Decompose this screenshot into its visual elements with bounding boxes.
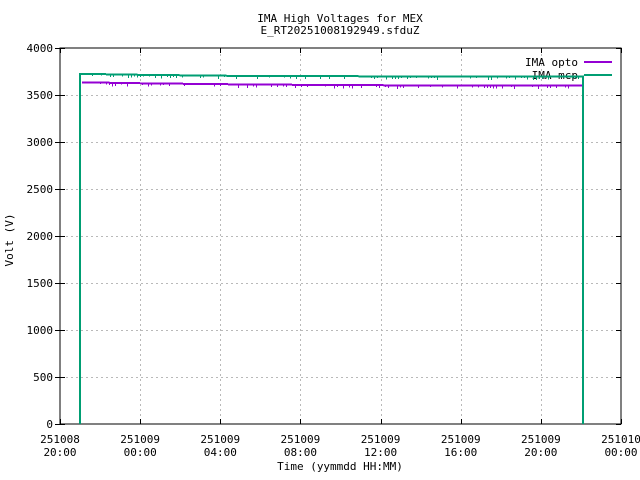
- y-axis-label: Volt (V): [3, 214, 16, 267]
- x-tick-label-time: 00:00: [604, 446, 637, 459]
- series-line-ima-opto: [82, 81, 582, 87]
- legend-label-ima-mcp: IMA mcp: [532, 69, 578, 82]
- y-tick-label: 1000: [27, 324, 54, 337]
- y-tick-label: 2500: [27, 183, 54, 196]
- x-tick-label-date: 251009: [441, 433, 481, 446]
- axis-tick-marks: [55, 48, 622, 425]
- legend: IMA opto IMA mcp: [525, 56, 612, 82]
- x-tick-label-date: 251009: [281, 433, 321, 446]
- legend-label-ima-opto: IMA opto: [525, 56, 578, 69]
- y-tick-label: 3000: [27, 136, 54, 149]
- x-axis-label: Time (yymmdd HH:MM): [277, 460, 403, 473]
- y-tick-label: 500: [33, 371, 53, 384]
- x-tick-label-time: 04:00: [204, 446, 237, 459]
- x-tick-label-time: 20:00: [524, 446, 557, 459]
- y-tick-label: 2000: [27, 230, 54, 243]
- axis-tick-labels: 0500100015002000250030003500400025100820…: [27, 42, 640, 459]
- grid-lines: [61, 49, 620, 423]
- x-tick-label-time: 12:00: [364, 446, 397, 459]
- data-series: [79, 72, 584, 424]
- y-tick-label: 0: [46, 418, 53, 431]
- x-tick-label-time: 08:00: [284, 446, 317, 459]
- x-tick-label-date: 251009: [200, 433, 240, 446]
- y-tick-label: 1500: [27, 277, 54, 290]
- chart-title: IMA High Voltages for MEX: [257, 12, 423, 25]
- x-tick-label-date: 251009: [521, 433, 561, 446]
- x-tick-label-time: 20:00: [43, 446, 76, 459]
- x-tick-label-date: 251009: [120, 433, 160, 446]
- y-tick-label: 3500: [27, 89, 54, 102]
- x-tick-label-date: 251008: [40, 433, 80, 446]
- x-tick-label-time: 00:00: [124, 446, 157, 459]
- y-tick-label: 4000: [27, 42, 54, 55]
- series-line-ima-mcp: [79, 72, 584, 424]
- x-tick-label-date: 251009: [361, 433, 401, 446]
- chart-subtitle: E_RT20251008192949.sfduZ: [261, 24, 420, 37]
- x-tick-label-date: 251010: [601, 433, 640, 446]
- x-tick-label-time: 16:00: [444, 446, 477, 459]
